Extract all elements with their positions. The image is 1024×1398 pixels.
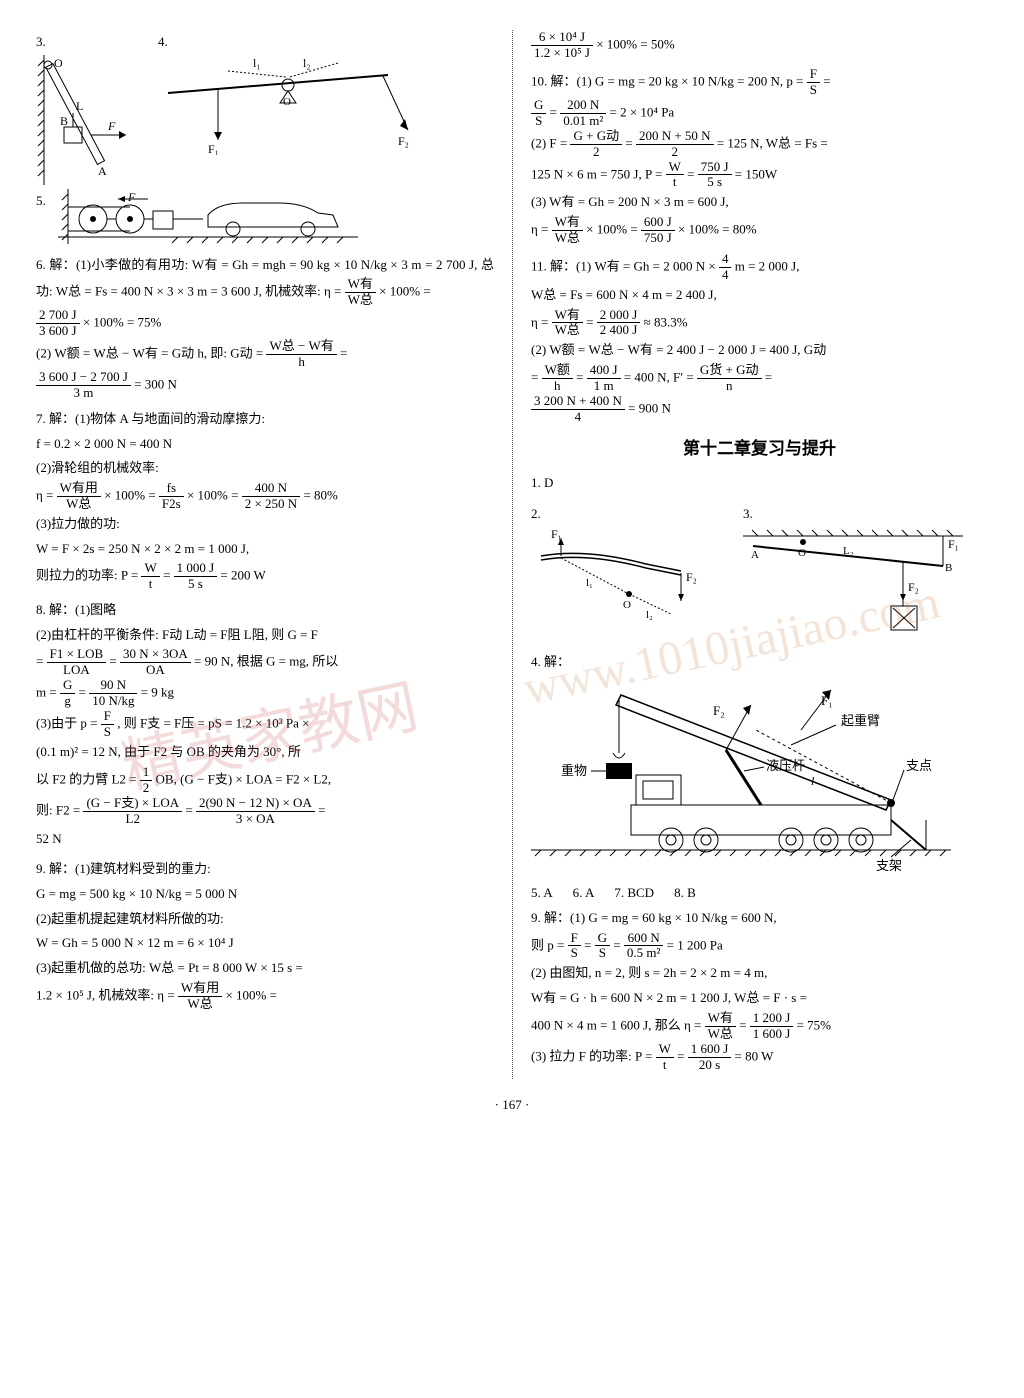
q6-t3: × 3 m = 3 600 J, 机械效率: η =: [177, 284, 342, 299]
svg-text:F₁: F₁: [208, 142, 219, 155]
r5-8: 5. A 6. A 7. BCD 8. B: [531, 881, 988, 906]
diagram-q4: 4. l₁ l₂ O F₁ F₂: [158, 30, 418, 155]
svg-text:F₂: F₂: [398, 134, 409, 148]
r9: 9. 解：(1) G = mg = 60 kg × 10 N/kg = 600 …: [531, 906, 988, 1073]
svg-text:l: l: [811, 774, 815, 788]
svg-text:A: A: [98, 164, 107, 178]
q6-t1: 解：(1)小李做的有用功: W有 = Gh = mgh = 90 kg ×: [49, 257, 340, 272]
q11: 11. 解：(1) W有 = Gh = 2 000 N × 44 m = 2 0…: [531, 252, 988, 425]
diagram-q5: F: [58, 189, 358, 249]
svg-text:L₂: L₂: [843, 545, 854, 557]
q10: 10. 解：(1) G = mg = 20 kg × 10 N/kg = 200…: [531, 67, 988, 246]
svg-text:O: O: [798, 547, 806, 559]
svg-text:起重臂: 起重臂: [841, 713, 880, 728]
svg-text:O: O: [283, 96, 291, 108]
svg-text:F: F: [127, 190, 136, 204]
svg-text:B: B: [60, 114, 68, 128]
svg-text:F₁: F₁: [551, 527, 562, 541]
svg-text:O: O: [623, 599, 631, 611]
q9: 9. 解：(1)建筑材料受到的重力: G = mg = 500 kg × 10 …: [36, 857, 494, 1011]
page-number: · 167 ·: [36, 1093, 988, 1118]
svg-text:F₂: F₂: [713, 703, 725, 718]
svg-text:F₁: F₁: [948, 537, 959, 551]
q3-num: 3.: [36, 34, 46, 49]
svg-text:F: F: [107, 119, 116, 133]
section-title: 第十二章复习与提升: [531, 433, 988, 465]
q8: 8. 解：(1)图略 (2)由杠杆的平衡条件: F动 L动 = F阻 L阻, 则…: [36, 598, 494, 851]
svg-text:重物: 重物: [561, 763, 587, 778]
svg-text:l₂: l₂: [303, 56, 311, 70]
svg-text:l₂: l₂: [646, 609, 653, 621]
svg-text:支点: 支点: [906, 758, 932, 773]
q7: 7. 解：(1)物体 A 与地面间的滑动摩擦力: f = 0.2 × 2 000…: [36, 407, 494, 592]
svg-text:l₁: l₁: [253, 56, 261, 70]
right-top: 6 × 10⁴ J1.2 × 10⁵ J × 100% = 50%: [531, 30, 988, 61]
svg-text:L: L: [76, 99, 83, 113]
svg-text:A: A: [751, 549, 759, 561]
q5-num: 5.: [36, 189, 46, 214]
svg-text:F₂: F₂: [686, 570, 697, 584]
q6: 6. 解：(1)小李做的有用功: W有 = Gh = mgh = 90 kg ×…: [36, 253, 494, 401]
svg-text:F₁: F₁: [821, 693, 833, 708]
diagram-r3: 3. O A L₂ B F₁ F₂: [743, 502, 963, 647]
diagram-q3: 3. O L B A F: [36, 30, 146, 185]
r1: 1. D: [531, 471, 988, 496]
r4: 4. 解： F₂ F₁ l 起重臂 支点 液压杆 重物 支架: [531, 650, 988, 875]
svg-text:l₁: l₁: [586, 577, 593, 589]
svg-text:F₂: F₂: [908, 580, 919, 594]
svg-text:液压杆: 液压杆: [766, 758, 805, 773]
svg-text:支架: 支架: [876, 858, 902, 873]
diagram-r2: 2. F₁ O F₂ l₁ l₂: [531, 502, 731, 637]
svg-text:B: B: [945, 562, 952, 574]
diagram-r4: F₂ F₁ l 起重臂 支点 液压杆 重物 支架: [531, 675, 988, 875]
q4-num: 4.: [158, 34, 168, 49]
